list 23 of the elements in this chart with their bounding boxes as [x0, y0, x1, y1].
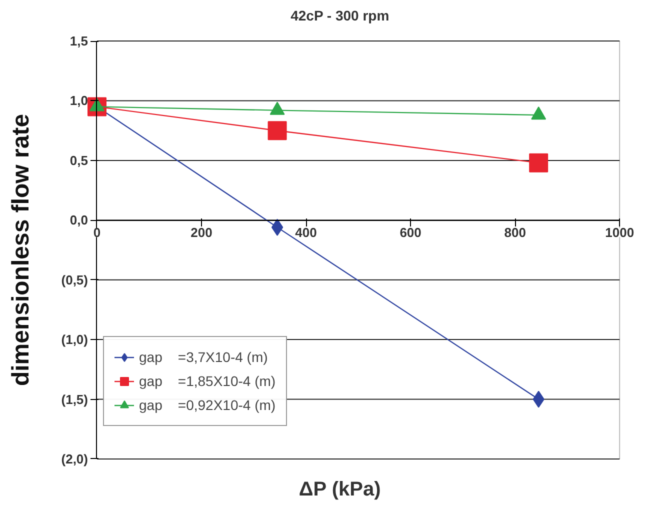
y-tick-label: 0,0 — [70, 212, 88, 228]
legend-label: gap =3,7X10-4 (m) — [139, 349, 268, 365]
y-axis-title: dimensionless flow rate — [8, 114, 34, 386]
chart-title: 42cP - 300 rpm — [290, 8, 390, 24]
point — [529, 153, 548, 172]
y-tick-label: 0,5 — [70, 152, 88, 168]
x-tick-label: 800 — [504, 225, 526, 240]
y-tick-label: 1,0 — [70, 93, 88, 108]
point — [268, 121, 287, 140]
legend-label: gap =0,92X10-4 (m) — [139, 397, 276, 413]
y-tick-label: (2,0) — [61, 451, 88, 466]
x-tick-label: 200 — [190, 225, 212, 240]
y-tick-label: (1,5) — [61, 392, 88, 407]
point — [271, 218, 284, 236]
x-tick-label: 600 — [400, 225, 422, 240]
x-tick-label: 400 — [295, 225, 317, 240]
x-tick-label: 1000 — [605, 225, 634, 240]
y-tick-label: (0,5) — [61, 272, 88, 288]
y-tick-label: 1,5 — [70, 34, 88, 49]
y-tick-label: (1,0) — [61, 332, 88, 348]
x-axis-title: ΔP (kPa) — [298, 478, 381, 500]
x-tick-label: 0 — [93, 225, 101, 240]
legend-label: gap =1,85X10-4 (m) — [139, 373, 276, 389]
